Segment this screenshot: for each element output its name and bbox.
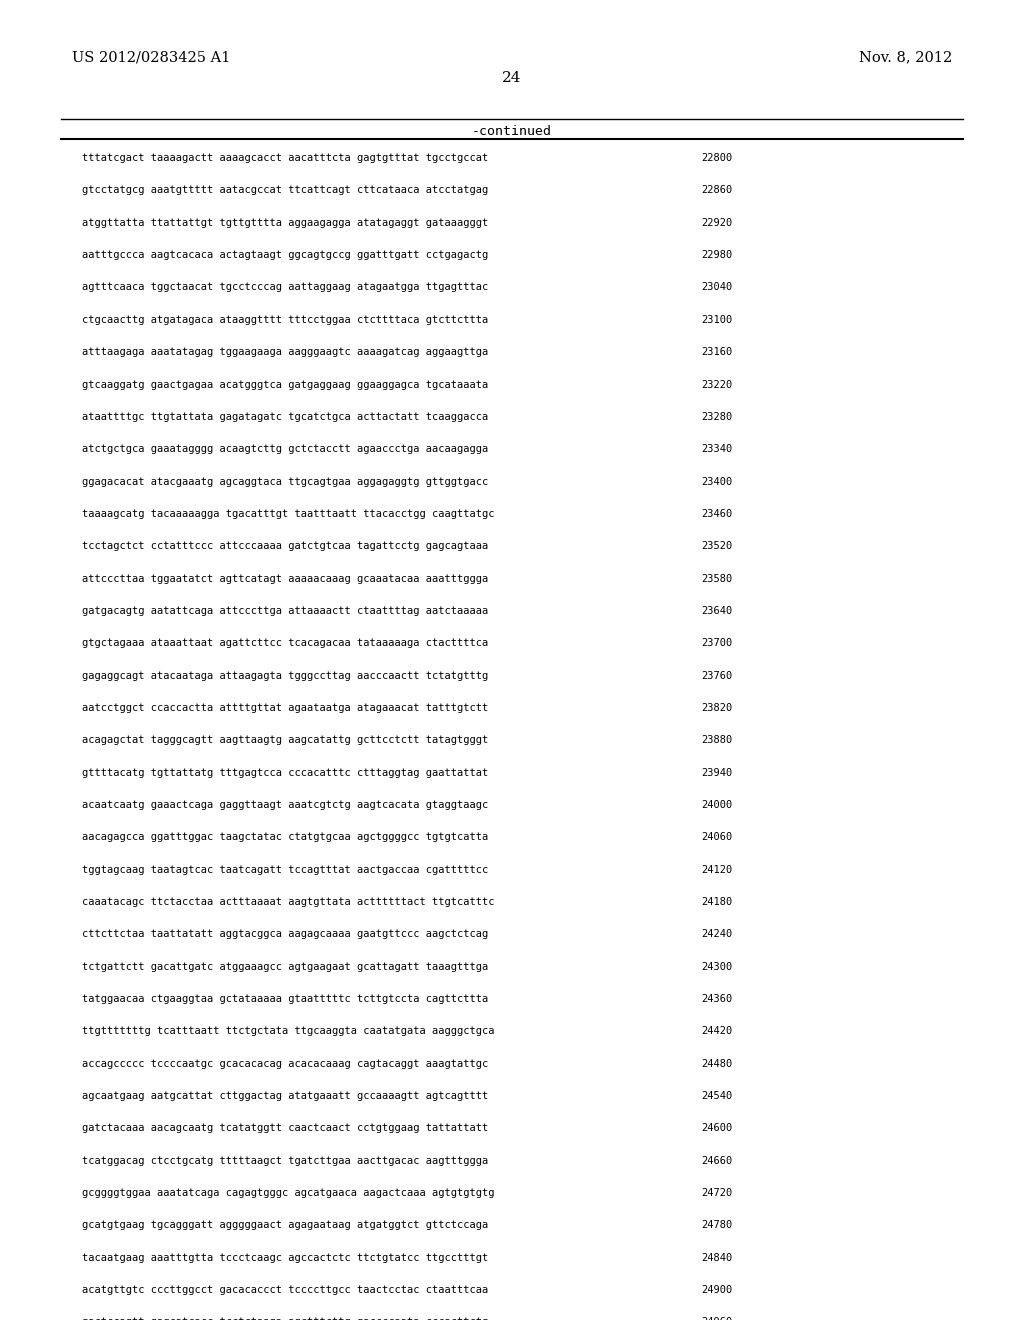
Text: atttaagaga aaatatagag tggaagaaga aagggaagtc aaaagatcag aggaagttga: atttaagaga aaatatagag tggaagaaga aagggaa…	[82, 347, 488, 358]
Text: tctgattctt gacattgatc atggaaagcc agtgaagaat gcattagatt taaagtttga: tctgattctt gacattgatc atggaaagcc agtgaag…	[82, 961, 488, 972]
Text: gatctacaaa aacagcaatg tcatatggtt caactcaact cctgtggaag tattattatt: gatctacaaa aacagcaatg tcatatggtt caactca…	[82, 1123, 488, 1134]
Text: gactccagtt gagcatcacc tcctctaaga agctttcttg gaccccaata cccacttctg: gactccagtt gagcatcacc tcctctaaga agctttc…	[82, 1317, 488, 1320]
Text: aatcctggct ccaccactta attttgttat agaataatga atagaaacat tatttgtctt: aatcctggct ccaccactta attttgttat agaataa…	[82, 704, 488, 713]
Text: tttatcgact taaaagactt aaaagcacct aacatttcta gagtgtttat tgcctgccat: tttatcgact taaaagactt aaaagcacct aacattt…	[82, 153, 488, 164]
Text: 23880: 23880	[701, 735, 733, 746]
Text: ataattttgc ttgtattata gagatagatc tgcatctgca acttactatt tcaaggacca: ataattttgc ttgtattata gagatagatc tgcatct…	[82, 412, 488, 422]
Text: atctgctgca gaaatagggg acaagtcttg gctctacctt agaaccctga aacaagagga: atctgctgca gaaatagggg acaagtcttg gctctac…	[82, 444, 488, 454]
Text: 23460: 23460	[701, 508, 733, 519]
Text: tggtagcaag taatagtcac taatcagatt tccagtttat aactgaccaa cgatttttcc: tggtagcaag taatagtcac taatcagatt tccagtt…	[82, 865, 488, 875]
Text: 22980: 22980	[701, 251, 733, 260]
Text: 23820: 23820	[701, 704, 733, 713]
Text: tacaatgaag aaatttgtta tccctcaagc agccactctc ttctgtatcc ttgcctttgt: tacaatgaag aaatttgtta tccctcaagc agccact…	[82, 1253, 488, 1263]
Text: 23040: 23040	[701, 282, 733, 293]
Text: 22920: 22920	[701, 218, 733, 228]
Text: -continued: -continued	[472, 125, 552, 139]
Text: 24300: 24300	[701, 961, 733, 972]
Text: 24240: 24240	[701, 929, 733, 940]
Text: accagccccc tccccaatgc gcacacacag acacacaaag cagtacaggt aaagtattgc: accagccccc tccccaatgc gcacacacag acacaca…	[82, 1059, 488, 1069]
Text: aatttgccca aagtcacaca actagtaagt ggcagtgccg ggatttgatt cctgagactg: aatttgccca aagtcacaca actagtaagt ggcagtg…	[82, 251, 488, 260]
Text: 24660: 24660	[701, 1156, 733, 1166]
Text: 24900: 24900	[701, 1286, 733, 1295]
Text: agtttcaaca tggctaacat tgcctcccag aattaggaag atagaatgga ttgagtttac: agtttcaaca tggctaacat tgcctcccag aattagg…	[82, 282, 488, 293]
Text: acagagctat tagggcagtt aagttaagtg aagcatattg gcttcctctt tatagtgggt: acagagctat tagggcagtt aagttaagtg aagcata…	[82, 735, 488, 746]
Text: gtcctatgcg aaatgttttt aatacgccat ttcattcagt cttcataaca atcctatgag: gtcctatgcg aaatgttttt aatacgccat ttcattc…	[82, 186, 488, 195]
Text: acaatcaatg gaaactcaga gaggttaagt aaatcgtctg aagtcacata gtaggtaagc: acaatcaatg gaaactcaga gaggttaagt aaatcgt…	[82, 800, 488, 810]
Text: 24840: 24840	[701, 1253, 733, 1263]
Text: 23220: 23220	[701, 380, 733, 389]
Text: 24480: 24480	[701, 1059, 733, 1069]
Text: agcaatgaag aatgcattat cttggactag atatgaaatt gccaaaagtt agtcagtttt: agcaatgaag aatgcattat cttggactag atatgaa…	[82, 1090, 488, 1101]
Text: 24420: 24420	[701, 1027, 733, 1036]
Text: 24600: 24600	[701, 1123, 733, 1134]
Text: 23100: 23100	[701, 314, 733, 325]
Text: 23760: 23760	[701, 671, 733, 681]
Text: aacagagcca ggatttggac taagctatac ctatgtgcaa agctggggcc tgtgtcatta: aacagagcca ggatttggac taagctatac ctatgtg…	[82, 833, 488, 842]
Text: 24540: 24540	[701, 1090, 733, 1101]
Text: 24000: 24000	[701, 800, 733, 810]
Text: 24180: 24180	[701, 898, 733, 907]
Text: 23700: 23700	[701, 639, 733, 648]
Text: 22800: 22800	[701, 153, 733, 164]
Text: taaaagcatg tacaaaaagga tgacatttgt taatttaatt ttacacctgg caagttatgc: taaaagcatg tacaaaaagga tgacatttgt taattt…	[82, 508, 495, 519]
Text: 24720: 24720	[701, 1188, 733, 1199]
Text: 23400: 23400	[701, 477, 733, 487]
Text: 22860: 22860	[701, 186, 733, 195]
Text: 24: 24	[502, 71, 522, 86]
Text: 24780: 24780	[701, 1220, 733, 1230]
Text: gatgacagtg aatattcaga attcccttga attaaaactt ctaattttag aatctaaaaa: gatgacagtg aatattcaga attcccttga attaaaa…	[82, 606, 488, 616]
Text: 24060: 24060	[701, 833, 733, 842]
Text: atggttatta ttattattgt tgttgtttta aggaagagga atatagaggt gataaagggt: atggttatta ttattattgt tgttgtttta aggaaga…	[82, 218, 488, 228]
Text: ctgcaacttg atgatagaca ataaggtttt tttcctggaa ctcttttaca gtcttcttta: ctgcaacttg atgatagaca ataaggtttt tttcctg…	[82, 314, 488, 325]
Text: ggagacacat atacgaaatg agcaggtaca ttgcagtgaa aggagaggtg gttggtgacc: ggagacacat atacgaaatg agcaggtaca ttgcagt…	[82, 477, 488, 487]
Text: gcggggtggaa aaatatcaga cagagtgggc agcatgaaca aagactcaaa agtgtgtgtg: gcggggtggaa aaatatcaga cagagtgggc agcatg…	[82, 1188, 495, 1199]
Text: 24360: 24360	[701, 994, 733, 1005]
Text: caaatacagc ttctacctaa actttaaaat aagtgttata acttttttact ttgtcatttc: caaatacagc ttctacctaa actttaaaat aagtgtt…	[82, 898, 495, 907]
Text: 23640: 23640	[701, 606, 733, 616]
Text: cttcttctaa taattatatt aggtacggca aagagcaaaa gaatgttccc aagctctcag: cttcttctaa taattatatt aggtacggca aagagca…	[82, 929, 488, 940]
Text: gtgctagaaa ataaattaat agattcttcc tcacagacaa tataaaaaga ctacttttca: gtgctagaaa ataaattaat agattcttcc tcacaga…	[82, 639, 488, 648]
Text: ttgtttttttg tcatttaatt ttctgctata ttgcaaggta caatatgata aagggctgca: ttgtttttttg tcatttaatt ttctgctata ttgcaa…	[82, 1027, 495, 1036]
Text: tcatggacag ctcctgcatg tttttaagct tgatcttgaa aacttgacac aagtttggga: tcatggacag ctcctgcatg tttttaagct tgatctt…	[82, 1156, 488, 1166]
Text: US 2012/0283425 A1: US 2012/0283425 A1	[72, 50, 230, 65]
Text: tatggaacaa ctgaaggtaa gctataaaaa gtaatttttc tcttgtccta cagttcttta: tatggaacaa ctgaaggtaa gctataaaaa gtaattt…	[82, 994, 488, 1005]
Text: gcatgtgaag tgcagggatt agggggaact agagaataag atgatggtct gttctccaga: gcatgtgaag tgcagggatt agggggaact agagaat…	[82, 1220, 488, 1230]
Text: 24120: 24120	[701, 865, 733, 875]
Text: gtcaaggatg gaactgagaa acatgggtca gatgaggaag ggaaggagca tgcataaata: gtcaaggatg gaactgagaa acatgggtca gatgagg…	[82, 380, 488, 389]
Text: 23280: 23280	[701, 412, 733, 422]
Text: Nov. 8, 2012: Nov. 8, 2012	[859, 50, 952, 65]
Text: gagaggcagt atacaataga attaagagta tgggccttag aacccaactt tctatgtttg: gagaggcagt atacaataga attaagagta tgggcct…	[82, 671, 488, 681]
Text: 24960: 24960	[701, 1317, 733, 1320]
Text: 23520: 23520	[701, 541, 733, 552]
Text: 23940: 23940	[701, 768, 733, 777]
Text: tcctagctct cctatttccc attcccaaaa gatctgtcaa tagattcctg gagcagtaaa: tcctagctct cctatttccc attcccaaaa gatctgt…	[82, 541, 488, 552]
Text: attcccttaa tggaatatct agttcatagt aaaaacaaag gcaaatacaa aaatttggga: attcccttaa tggaatatct agttcatagt aaaaaca…	[82, 573, 488, 583]
Text: acatgttgtc cccttggcct gacacaccct tccccttgcc taactcctac ctaatttcaa: acatgttgtc cccttggcct gacacaccct tcccctt…	[82, 1286, 488, 1295]
Text: 23580: 23580	[701, 573, 733, 583]
Text: gttttacatg tgttattatg tttgagtcca cccacatttc ctttaggtag gaattattat: gttttacatg tgttattatg tttgagtcca cccacat…	[82, 768, 488, 777]
Text: 23340: 23340	[701, 444, 733, 454]
Text: 23160: 23160	[701, 347, 733, 358]
